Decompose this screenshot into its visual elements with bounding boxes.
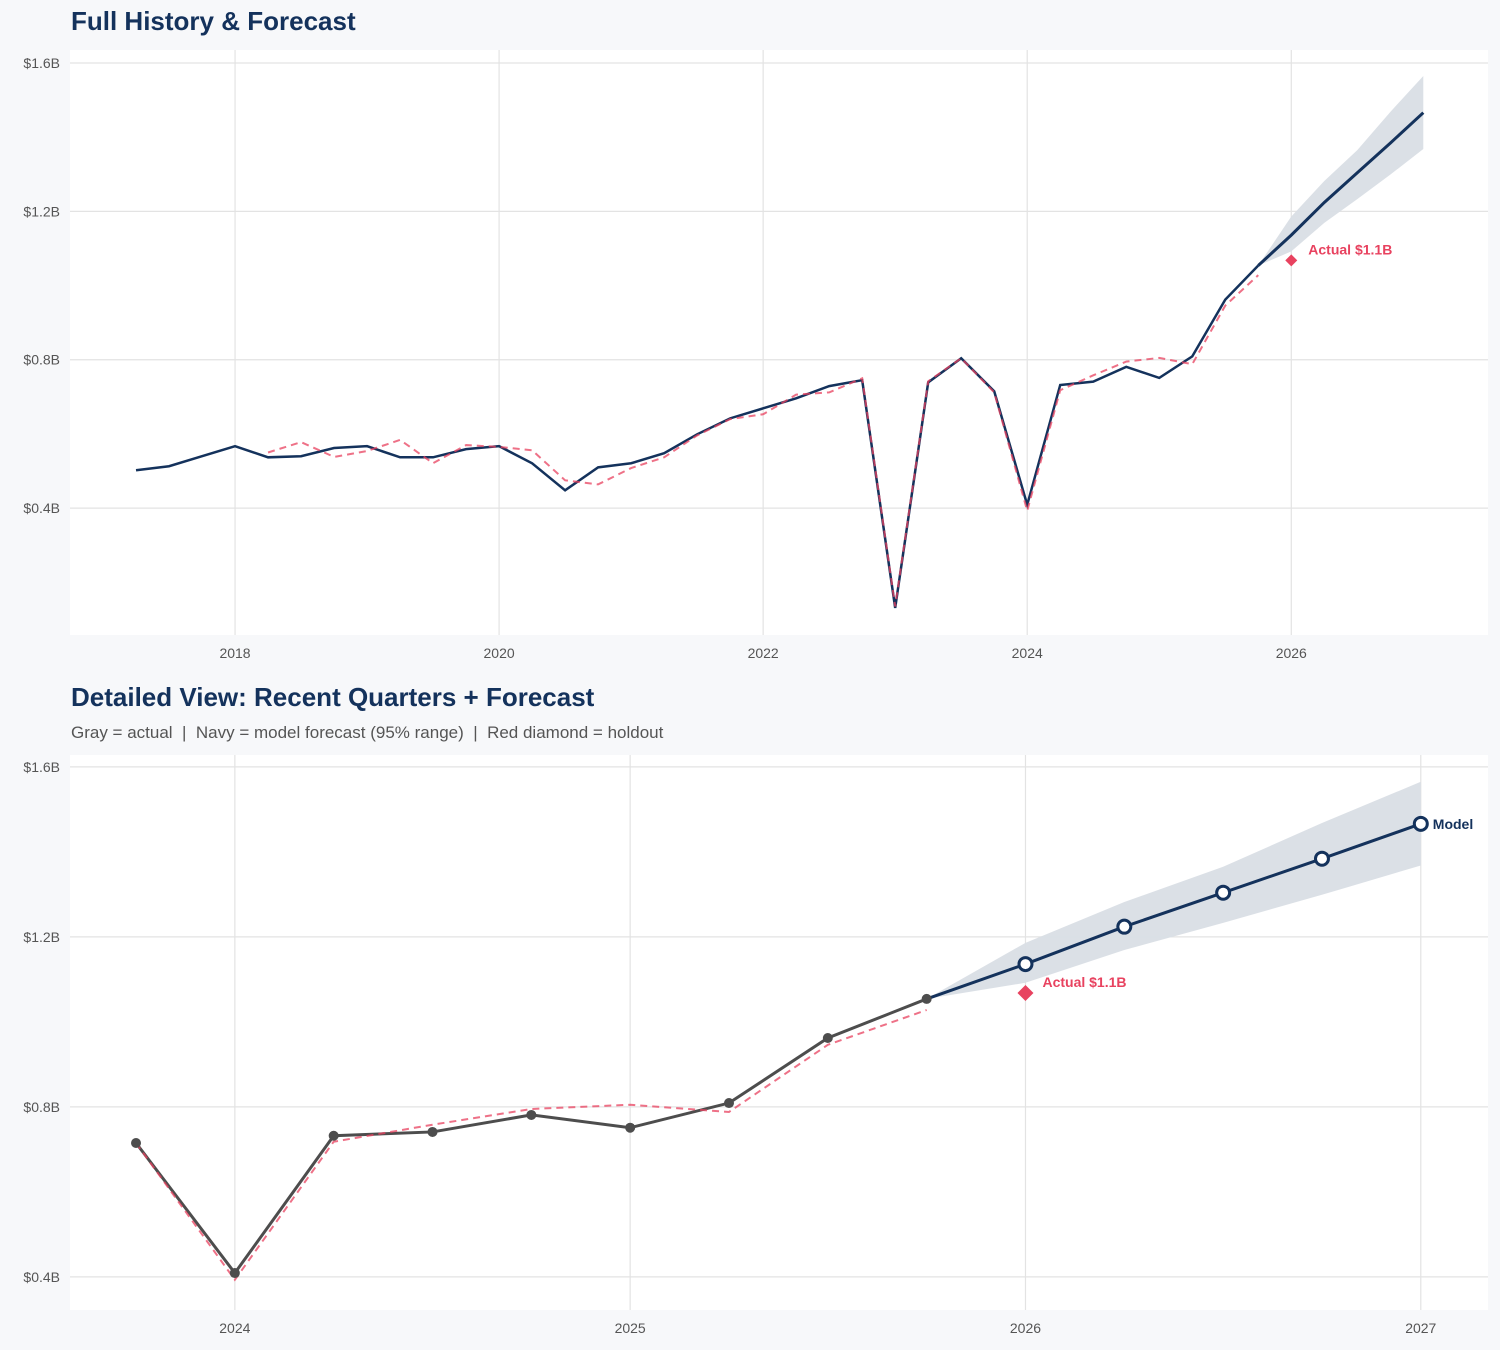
- fitted-series-line: [267, 274, 1259, 607]
- plot-area: [70, 50, 1488, 635]
- chart-subtitle-detailed-view: Gray = actual | Navy = model forecast (9…: [71, 723, 664, 742]
- actual-point: [723, 1098, 734, 1109]
- x-tick-label: 2020: [484, 645, 515, 661]
- x-tick-label: 2026: [1276, 645, 1307, 661]
- forecast-confidence-band: [926, 781, 1421, 999]
- forecast-point: [1412, 815, 1429, 832]
- forecast-end-label: Model: [1433, 816, 1473, 832]
- y-tick-label: $0.4B: [23, 1269, 60, 1285]
- y-tick-label: $0.4B: [23, 500, 60, 516]
- holdout-label: Actual $1.1B: [1042, 974, 1126, 990]
- x-tick-label: 2027: [1405, 1320, 1436, 1336]
- forecast-point: [1215, 884, 1232, 901]
- actual-point: [229, 1268, 240, 1279]
- holdout-label: Actual $1.1B: [1308, 241, 1392, 257]
- forecast-series-line: [926, 822, 1422, 1001]
- chart-title-full-history: Full History & Forecast: [71, 6, 356, 36]
- x-tick-label: 2025: [615, 1320, 646, 1336]
- y-tick-label: $0.8B: [23, 1099, 60, 1115]
- forecast-point: [1116, 918, 1133, 935]
- x-tick-label: 2018: [219, 645, 250, 661]
- holdout-diamond: [1285, 254, 1298, 267]
- x-tick-label: 2022: [748, 645, 779, 661]
- x-tick-label: 2026: [1010, 1320, 1041, 1336]
- forecast-confidence-band: [1258, 75, 1424, 266]
- x-tick-label: 2024: [1012, 645, 1043, 661]
- actual-point: [328, 1130, 339, 1141]
- full-history-chart: $0.4B $0.8B $1.2B $1.6B 2018 2020 2022 2024 2026…: [23, 50, 1488, 661]
- forecast-point: [1017, 956, 1034, 973]
- actual-point: [625, 1122, 636, 1133]
- actual-point: [921, 993, 932, 1004]
- y-tick-label: $1.2B: [23, 929, 60, 945]
- actual-point: [822, 1033, 833, 1044]
- y-tick-label: $0.8B: [23, 352, 60, 368]
- y-tick-label: $1.6B: [23, 55, 60, 71]
- x-tick-label: 2024: [219, 1320, 250, 1336]
- actual-point: [526, 1109, 537, 1120]
- fitted-series-line: [135, 1009, 927, 1282]
- holdout-diamond: [1017, 984, 1034, 1001]
- y-tick-label: $1.6B: [23, 759, 60, 775]
- actual-point: [131, 1137, 142, 1148]
- forecast-series-line: [1257, 111, 1425, 267]
- forecast-point: [1313, 850, 1330, 867]
- actual-point: [427, 1126, 438, 1137]
- y-tick-label: $1.2B: [23, 203, 60, 219]
- plot-area: [70, 755, 1488, 1310]
- chart-title-detailed-view: Detailed View: Recent Quarters + Forecas…: [71, 682, 595, 712]
